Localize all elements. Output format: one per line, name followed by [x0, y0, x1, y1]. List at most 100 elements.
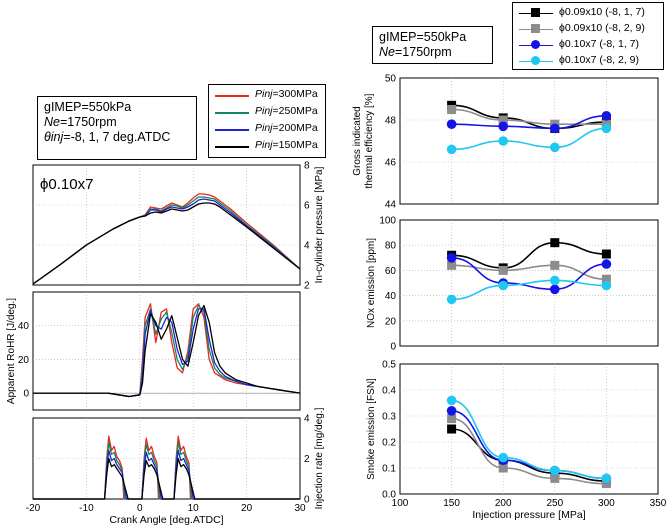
series-line: [32, 196, 301, 285]
y-tick-label: 40: [18, 321, 30, 332]
x-tick-label: 250: [546, 498, 563, 509]
data-point: [550, 142, 560, 153]
data-point: [446, 252, 457, 263]
right-ne-value: =1750rpm: [394, 45, 452, 59]
y-tick-label: 0.3: [382, 412, 396, 423]
left-conditions-box: gIMEP=550kPa Ne=1750rpm θinj=-8, 1, 7 de…: [37, 96, 197, 160]
data-point: [447, 424, 457, 434]
data-point: [447, 260, 457, 270]
x-axis-label: Crank Angle [deg.ATDC]: [109, 514, 223, 526]
data-point: [446, 119, 457, 129]
data-point: [498, 136, 509, 146]
data-point: [550, 284, 560, 295]
y-axis-label: In-cylinder pressure [MPa]: [314, 166, 325, 283]
fit-line: [451, 417, 607, 485]
legend-value: =200MPa: [272, 122, 318, 134]
plot-frame: [399, 363, 659, 495]
y-axis-label: Gross indicated: [352, 106, 363, 175]
y-tick-label: 60: [385, 266, 397, 277]
y-tick-label: 0.4: [382, 386, 396, 397]
right-conditions-box: gIMEP=550kPa Ne=1750rpm: [372, 26, 493, 64]
x-tick-label: 0: [137, 503, 143, 514]
x-tick-label: -20: [26, 503, 41, 514]
x-tick-label: -10: [79, 503, 94, 514]
fit-line: [451, 241, 607, 269]
legend-label: ϕ0.10x7 (-8, 2, 9): [559, 54, 640, 66]
y-tick-label: 80: [385, 241, 397, 252]
plot-frame: [32, 291, 301, 411]
circle-marker-icon: [531, 56, 540, 65]
y-tick-label: 0.1: [382, 464, 396, 475]
y-axis-label: Apparent RoHR [J/deg.]: [6, 298, 17, 404]
square-marker-icon: [531, 24, 540, 33]
x-tick-label: 200: [495, 498, 512, 509]
fit-line: [451, 399, 607, 480]
injection-pressure-legend: Pinj=300MPa Pinj=250MPa Pinj=200MPa Pinj…: [208, 84, 326, 158]
series-line: [33, 304, 301, 398]
x-tick-label: 100: [392, 498, 409, 509]
legend-value: =300MPa: [272, 88, 318, 100]
data-point: [601, 111, 612, 121]
series-line: [32, 198, 301, 285]
fit-line: [451, 127, 607, 151]
series-line: [33, 435, 300, 500]
thermal-efficiency-chart: 44 46 48 50 Gross indicated thermal efficienc…: [352, 74, 659, 211]
data-point: [601, 249, 611, 259]
fit-line: [451, 115, 607, 130]
x-tick-label: 20: [241, 503, 253, 514]
data-point: [550, 473, 560, 483]
fit-line: [451, 108, 607, 126]
plot-frame: [399, 77, 659, 205]
data-point: [550, 465, 560, 476]
x-tick-label: 350: [650, 498, 667, 509]
y-tick-label: 0.5: [382, 360, 396, 371]
data-point: [601, 479, 611, 489]
legend-value: =150MPa: [272, 139, 318, 151]
left-theta-var: θinj: [44, 130, 64, 144]
x-tick-label: 300: [598, 498, 615, 509]
y-tick-label: 44: [385, 200, 397, 211]
legend-line-200: [215, 129, 249, 131]
series-line: [33, 441, 300, 500]
smoke-emission-chart: 100 150 200 250 300 350 0.0 0.1 0.2 0.3 0.4 0.5 Smok…: [366, 360, 667, 522]
plot-frame: [32, 164, 301, 286]
series-line: [33, 449, 300, 500]
y-tick-label: 2: [304, 281, 310, 292]
series-line: [33, 304, 301, 398]
data-point: [498, 280, 509, 291]
legend-line-300: [215, 95, 249, 97]
y-tick-label: 20: [385, 316, 397, 327]
data-point: [446, 406, 457, 416]
x-tick-label: 10: [188, 503, 200, 514]
data-point: [550, 275, 560, 286]
y-tick-label: 2: [304, 454, 310, 465]
y-tick-label: 100: [379, 216, 396, 227]
legend-label: ϕ0.10x7 (-8, 1, 7): [559, 38, 640, 50]
y-tick-label: 20: [18, 355, 30, 366]
data-point: [498, 463, 508, 473]
y-axis-label: Smoke emission [FSN]: [366, 378, 377, 480]
legend-line-150: [215, 146, 249, 148]
legend-var: Pinj: [255, 139, 273, 151]
data-point: [601, 123, 612, 134]
data-point: [447, 105, 457, 114]
data-point: [601, 280, 612, 291]
y-tick-label: 8: [304, 161, 310, 172]
series-line: [32, 202, 301, 285]
y-tick-label: 0: [390, 342, 396, 353]
data-point: [498, 452, 509, 463]
y-axis-label: thermal efficiency [%]: [364, 93, 375, 188]
left-theta-value: =-8, 1, 7 deg.ATDC: [63, 130, 171, 144]
in-cylinder-pressure-chart: 2 4 6 8 In-cylinder pressure [MPa]: [32, 161, 325, 292]
nozzle-label: ϕ0.10x7: [40, 176, 94, 193]
legend-label: ϕ0.09x10 (-8, 1, 7): [559, 6, 645, 18]
legend-line-250: [215, 112, 249, 114]
data-point: [446, 144, 457, 155]
series-line: [33, 308, 301, 398]
left-ne-value: =1750rpm: [59, 115, 117, 129]
data-point: [446, 294, 457, 305]
y-tick-label: 0.0: [382, 490, 396, 501]
